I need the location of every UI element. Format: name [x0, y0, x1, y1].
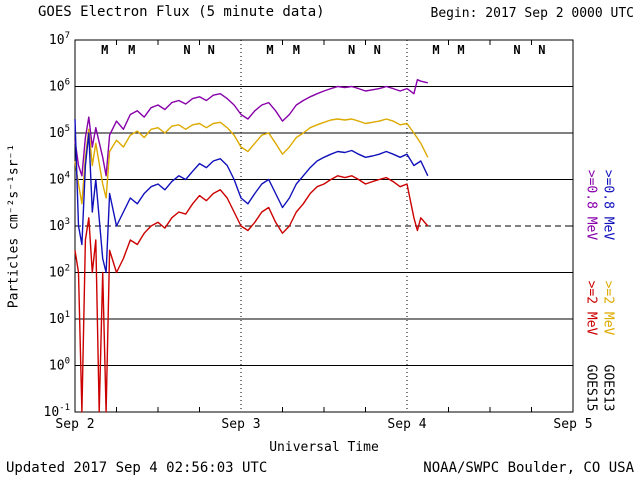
marker-m: M	[457, 43, 464, 57]
legend-e2-goes13: >=2 MeV	[600, 280, 616, 336]
y-tick-labels: 107 106 105 104 103 102 101 100 10-1	[44, 31, 71, 420]
series-goes15-e2	[74, 175, 429, 413]
y-tick-label-1e3: 103	[49, 217, 70, 234]
marker-m: M	[293, 43, 300, 57]
legend-satellite-goes15: GOES15	[583, 364, 599, 412]
legend-e08-goes15: >=0.8 MeV	[583, 169, 599, 241]
marker-n: N	[513, 43, 520, 57]
marker-n: N	[208, 43, 215, 57]
x-tick-label: Sep 2	[55, 417, 94, 432]
y-tick-label-1e5: 105	[49, 124, 70, 141]
y-tick-label-1e2: 102	[49, 264, 70, 281]
series-goes13-e08	[74, 118, 429, 274]
x-tick-labels: Sep 2 Sep 3 Sep 4 Sep 5	[55, 417, 592, 432]
credit-label: NOAA/SWPC Boulder, CO USA	[423, 460, 634, 476]
begin-timestamp: Begin: 2017 Sep 2 0000 UTC	[430, 6, 635, 21]
legend-satellite-goes13: GOES13	[600, 364, 616, 412]
chart-title: GOES Electron Flux (5 minute data)	[38, 4, 325, 20]
marker-m: M	[101, 43, 108, 57]
marker-n: N	[183, 43, 190, 57]
y-tick-label-1e0: 100	[49, 357, 70, 374]
x-tick-label: Sep 4	[387, 417, 426, 432]
x-tick-label: Sep 5	[553, 417, 592, 432]
marker-m: M	[432, 43, 439, 57]
marker-m: M	[266, 43, 273, 57]
y-tick-label-1e-1: 10-1	[44, 403, 71, 420]
legend-e08-goes13: >=0.8 MeV	[600, 169, 616, 241]
plot-border	[74, 39, 574, 413]
y-tick-label-1e6: 106	[49, 78, 70, 95]
series-goes15-e08	[74, 79, 428, 177]
gridlines	[75, 86, 573, 366]
series-lines	[74, 79, 429, 413]
updated-timestamp: Updated 2017 Sep 4 02:56:03 UTC	[6, 460, 268, 476]
y-tick-label-1e7: 107	[49, 31, 70, 48]
marker-n: N	[348, 43, 355, 57]
x-tick-label: Sep 3	[221, 417, 260, 432]
series-goes13-e2	[74, 118, 429, 205]
legend-e2-goes15: >=2 MeV	[583, 280, 599, 336]
marker-n: N	[374, 43, 381, 57]
y-tick-label-1e1: 101	[49, 310, 70, 327]
y-tick-label-1e4: 104	[49, 171, 70, 188]
x-axis-label: Universal Time	[269, 440, 379, 455]
marker-m: M	[128, 43, 135, 57]
y-axis-label: Particles cm⁻²s⁻¹sr⁻¹	[6, 143, 22, 309]
marker-n: N	[538, 43, 545, 57]
